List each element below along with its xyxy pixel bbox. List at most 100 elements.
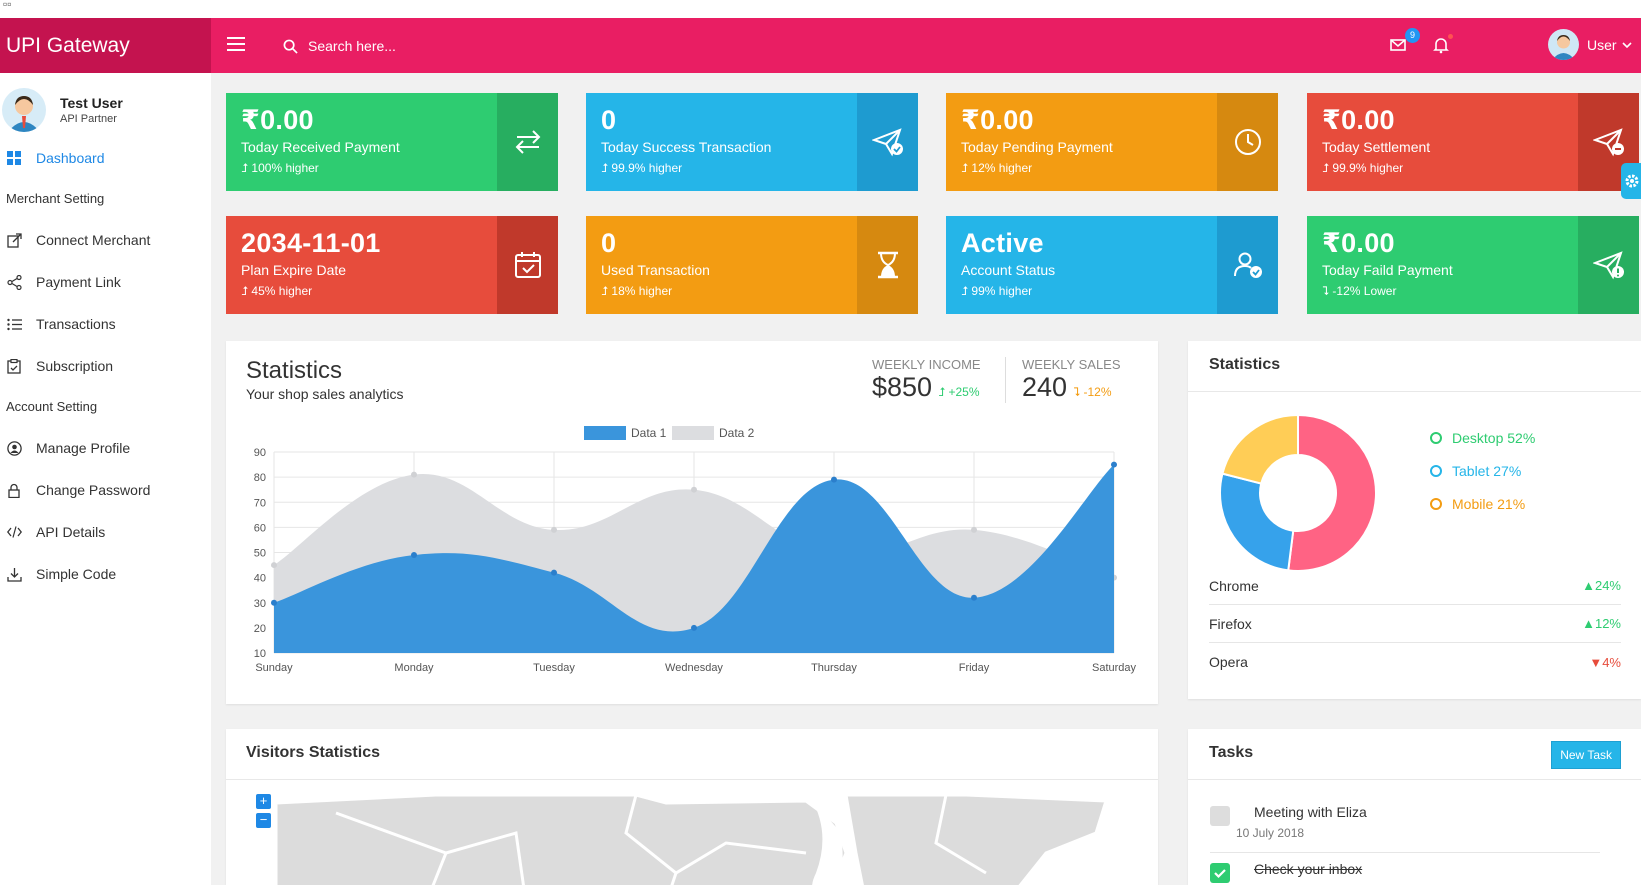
task-divider (1210, 852, 1600, 853)
paper-plane-alert-icon (1592, 251, 1624, 280)
card-today-success-transaction[interactable]: 0 Today Success Transaction ⮥ 99.9% higher (586, 93, 918, 191)
legend-tablet: Tablet 27% (1430, 463, 1535, 479)
weekly-sales-label: WEEKLY SALES (1022, 357, 1121, 372)
card-today-received-payment[interactable]: ₹0.00 Today Received Payment ⮥ 100% higher (226, 93, 558, 191)
card-trend: ⮥ 45% higher (241, 284, 313, 298)
statistics-area-chart: 10 20 30 40 50 60 70 80 90 Sunday Monday Tuesday Wed… (254, 426, 1137, 674)
sidebar-item-payment-link[interactable]: Payment Link (0, 261, 211, 303)
sidebar-item-transactions[interactable]: Transactions (0, 303, 211, 345)
data-point[interactable] (411, 471, 417, 478)
settings-gear-tab[interactable] (1621, 163, 1641, 199)
task-checkbox-checked[interactable] (1210, 863, 1230, 883)
task-checkbox[interactable] (1210, 806, 1230, 826)
y-tick-label: 40 (254, 573, 266, 585)
sidebar-item-label: Dashboard (36, 150, 105, 166)
card-today-pending-payment[interactable]: ₹0.00 Today Pending Payment ⮥ 12% higher (946, 93, 1278, 191)
card-label: Plan Expire Date (241, 262, 347, 278)
card-value: ₹0.00 (1322, 228, 1395, 258)
sidebar-item-label: Simple Code (36, 566, 117, 582)
y-tick-label: 70 (254, 497, 266, 509)
mail-count-badge: 9 (1405, 28, 1420, 43)
notifications-button[interactable] (1432, 34, 1454, 58)
browser-list: Chrome ▲24% Firefox ▲12% Opera ▼4% (1209, 567, 1621, 681)
sidebar-item-simple-code[interactable]: Simple Code (0, 553, 211, 595)
data-point[interactable] (411, 552, 417, 559)
user-menu[interactable]: User (1548, 29, 1633, 60)
sidebar-item-label: Manage Profile (36, 440, 131, 456)
user-circle-icon (6, 440, 22, 456)
download-icon (6, 566, 22, 582)
data-point[interactable] (831, 476, 837, 483)
data-point[interactable] (271, 562, 277, 569)
data-point[interactable] (691, 486, 697, 493)
data-point[interactable] (691, 624, 697, 631)
search-input[interactable] (308, 38, 508, 54)
legend-label: Data 2 (719, 426, 755, 440)
data-point[interactable] (551, 526, 557, 533)
visitors-statistics-panel: Visitors Statistics + − (226, 729, 1158, 885)
weekly-income-value: $850 (872, 372, 933, 402)
y-tick-label: 20 (254, 623, 266, 635)
clipboard-check-icon (6, 358, 22, 374)
sidebar-item-dashboard[interactable]: Dashboard (0, 137, 211, 179)
sidebar-item-label: Subscription (36, 358, 114, 374)
map-zoom-out-button[interactable]: − (256, 813, 271, 828)
data-point[interactable] (971, 526, 977, 533)
sidebar-profile: Test User API Partner (0, 73, 211, 137)
brand-logo[interactable]: UPI Gateway (0, 18, 211, 73)
card-label: Today Pending Payment (961, 139, 1113, 155)
hamburger-menu-icon[interactable] (227, 37, 245, 51)
weekly-income-trend: ⮥ +25% (938, 385, 980, 399)
notification-dot (1448, 34, 1453, 39)
donut-slice-desktop[interactable] (1287, 413, 1377, 572)
card-used-transaction[interactable]: 0 Used Transaction ⮥ 18% higher (586, 216, 918, 314)
card-today-faild-payment[interactable]: ₹0.00 Today Faild Payment ⮧ -12% Lower (1307, 216, 1639, 314)
legend-desktop: Desktop 52% (1430, 430, 1535, 446)
y-tick-label: 50 (254, 548, 266, 560)
donut-slice-mobile[interactable] (1221, 413, 1299, 485)
card-label: Today Success Transaction (601, 139, 772, 155)
data-point[interactable] (1111, 461, 1117, 468)
arrows-swap-icon (515, 130, 540, 154)
y-tick-label: 80 (254, 472, 266, 484)
x-tick-label: Monday (394, 662, 434, 674)
sidebar-item-subscription[interactable]: Subscription (0, 345, 211, 387)
sidebar-item-change-password[interactable]: Change Password (0, 469, 211, 511)
card-value: ₹0.00 (1322, 105, 1395, 135)
sidebar-item-label: Transactions (36, 316, 116, 332)
sidebar-item-manage-profile[interactable]: Manage Profile (0, 427, 211, 469)
map-zoom-in-button[interactable]: + (256, 794, 271, 809)
sidebar-item-api-details[interactable]: API Details (0, 511, 211, 553)
x-tick-label: Wednesday (665, 662, 723, 674)
x-tick-label: Friday (959, 662, 990, 674)
chevron-down-icon (1621, 41, 1632, 48)
sidebar-item-label: Change Password (36, 482, 151, 498)
card-label: Today Faild Payment (1322, 262, 1453, 278)
data-point[interactable] (971, 594, 977, 601)
sidebar: Test User API Partner Dashboard Merchant… (0, 73, 211, 885)
window-top-strip: ▫▫ (0, 0, 1641, 18)
card-today-settlement[interactable]: ₹0.00 Today Settlement ⮥ 99.9% higher (1307, 93, 1639, 191)
legend-mobile: Mobile 21% (1430, 496, 1535, 512)
task-date: 10 July 2018 (1236, 826, 1305, 840)
card-value: 0 (601, 105, 617, 135)
paper-plane-check-icon (871, 128, 903, 157)
mail-button[interactable]: 9 (1389, 28, 1420, 58)
donut-legend: Desktop 52% Tablet 27% Mobile 21% (1430, 430, 1535, 529)
tasks-panel: Tasks New Task Meeting with Eliza 10 Jul… (1188, 729, 1641, 885)
card-value: Active (961, 228, 1044, 258)
donut-slice-tablet[interactable] (1219, 472, 1295, 572)
gear-icon (1625, 174, 1639, 188)
world-map[interactable] (246, 793, 1126, 885)
sidebar-item-connect-merchant[interactable]: Connect Merchant (0, 219, 211, 261)
new-task-button[interactable]: New Task (1551, 741, 1621, 769)
card-account-status[interactable]: Active Account Status ⮥ 99% higher (946, 216, 1278, 314)
data-point[interactable] (271, 599, 277, 606)
card-value: 0 (601, 228, 617, 258)
statistics-panel: Statistics Your shop sales analytics WEE… (226, 341, 1158, 704)
clock-icon (1234, 129, 1261, 155)
card-plan-expire-date[interactable]: 2034-11-01 Plan Expire Date ⮥ 45% higher (226, 216, 558, 314)
weekly-sales: WEEKLY SALES 240 ⮧ -12% (1022, 357, 1121, 403)
data-point[interactable] (551, 569, 557, 576)
y-tick-label: 30 (254, 598, 266, 610)
